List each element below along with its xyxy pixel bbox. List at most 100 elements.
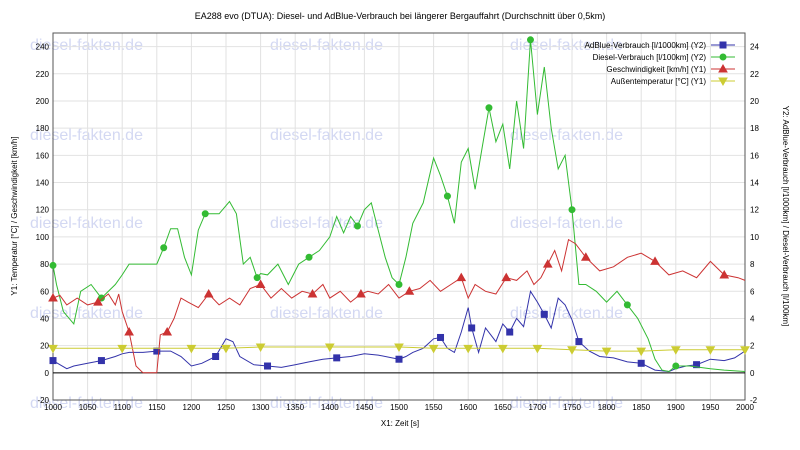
legend-label: AdBlue-Verbrauch [l/1000km] (Y2) — [585, 41, 707, 50]
data-point — [601, 347, 612, 357]
plot-frame — [52, 32, 746, 401]
y-right-tick-label: 12 — [750, 206, 759, 215]
watermark: diesel-fakten.de — [510, 215, 623, 232]
data-point — [526, 36, 534, 44]
y-left-tick-label: 240 — [36, 43, 50, 52]
data-point — [48, 293, 58, 302]
y-right-tick-label: 20 — [750, 97, 759, 106]
data-point — [255, 343, 266, 352]
data-point — [97, 357, 105, 365]
y-right-tick-label: 16 — [750, 151, 759, 160]
y-right-tick-label: -2 — [750, 396, 758, 405]
data-point — [160, 244, 168, 252]
y-left-tick-label: 0 — [45, 369, 50, 378]
y-right-tick-label: 18 — [750, 124, 759, 133]
series-line — [52, 39, 746, 373]
watermark: diesel-fakten.de — [270, 37, 383, 54]
y-right-tick-label: 2 — [750, 342, 755, 351]
data-point — [542, 259, 553, 268]
data-point — [305, 253, 313, 261]
watermark: diesel-fakten.de — [30, 215, 143, 232]
watermark: diesel-fakten.de — [270, 127, 383, 144]
data-point — [255, 279, 266, 288]
legend-label: Geschwindigkeit [km/h] (Y1) — [606, 65, 706, 74]
x-tick-label: 1200 — [183, 403, 201, 412]
data-point — [468, 324, 476, 332]
x-tick-label: 1600 — [459, 403, 477, 412]
x-tick-label: 1850 — [632, 403, 650, 412]
watermark: diesel-fakten.de — [30, 37, 143, 54]
data-point — [203, 288, 214, 298]
data-point — [395, 355, 403, 363]
legend-marker — [719, 41, 727, 49]
data-point — [264, 362, 272, 370]
data-point — [567, 346, 577, 355]
data-point — [221, 344, 231, 354]
data-point — [540, 310, 548, 318]
data-point — [49, 357, 57, 365]
data-point — [212, 353, 220, 361]
data-point — [201, 210, 209, 218]
watermark: diesel-fakten.de — [510, 127, 623, 144]
data-point — [705, 346, 716, 355]
y-left-axis-label: Y1: Temperatur [°C] / Geschwindigkeit [k… — [10, 136, 19, 295]
legend-marker — [719, 53, 727, 61]
data-point — [650, 256, 660, 265]
y-right-tick-label: 14 — [750, 179, 759, 188]
data-point — [356, 288, 366, 298]
series-0 — [49, 289, 746, 373]
watermark: diesel-fakten.de — [30, 305, 143, 322]
x-tick-label: 2000 — [736, 403, 754, 412]
y-right-axis-label: Y2: AdBlue-Verbrauch [l/1000km] / Diesel… — [781, 106, 790, 327]
watermark: diesel-fakten.de — [510, 395, 623, 412]
chart-title: EA288 evo (DTUA): Diesel- und AdBlue-Ver… — [195, 11, 606, 21]
watermark: diesel-fakten.de — [270, 215, 383, 232]
y-left-tick-label: 220 — [36, 70, 50, 79]
data-point — [575, 338, 583, 346]
data-point — [506, 328, 514, 336]
y-right-tick-label: 0 — [750, 369, 755, 378]
x-tick-label: 1800 — [598, 403, 616, 412]
data-point — [719, 269, 730, 279]
data-point — [437, 333, 445, 341]
y-left-tick-label: -20 — [37, 396, 49, 405]
y-left-tick-label: 160 — [36, 151, 50, 160]
y-left-tick-label: 60 — [40, 287, 49, 296]
data-point — [428, 344, 439, 354]
watermark: diesel-fakten.de — [30, 395, 143, 412]
data-point — [636, 347, 647, 357]
data-point — [501, 272, 512, 282]
y-right-tick-label: 24 — [750, 43, 759, 52]
y-right-tick-label: 8 — [750, 260, 755, 269]
data-point — [443, 192, 451, 200]
watermark: diesel-fakten.de — [510, 37, 623, 54]
data-point — [463, 344, 474, 354]
x-tick-label: 1350 — [286, 403, 304, 412]
data-point — [324, 343, 335, 352]
data-point — [623, 301, 631, 309]
x-tick-label: 1950 — [702, 403, 720, 412]
data-point — [186, 344, 197, 354]
series-2 — [48, 238, 746, 374]
legend-marker — [718, 77, 728, 87]
y-left-tick-label: 40 — [40, 314, 49, 323]
y-left-tick-label: 200 — [36, 97, 50, 106]
x-axis-ticks: 1000 1050 1100 1150 1200 1250 1300 1350 1400 1450… — [44, 403, 754, 412]
data-point — [49, 261, 57, 269]
watermark: diesel-fakten.de — [30, 127, 143, 144]
data-point — [353, 222, 361, 230]
data-point — [93, 297, 103, 306]
data-point — [48, 344, 58, 354]
legend-label: Außentemperatur [°C] (Y1) — [611, 77, 707, 86]
data-point — [672, 362, 680, 370]
x-tick-label: 1250 — [217, 403, 235, 412]
data-point — [532, 344, 543, 354]
data-point — [670, 346, 681, 355]
y-left-tick-label: 100 — [36, 233, 50, 242]
data-point — [333, 354, 341, 362]
data-point — [253, 274, 261, 282]
x-tick-label: 1550 — [425, 403, 443, 412]
watermark: diesel-fakten.de — [270, 395, 383, 412]
